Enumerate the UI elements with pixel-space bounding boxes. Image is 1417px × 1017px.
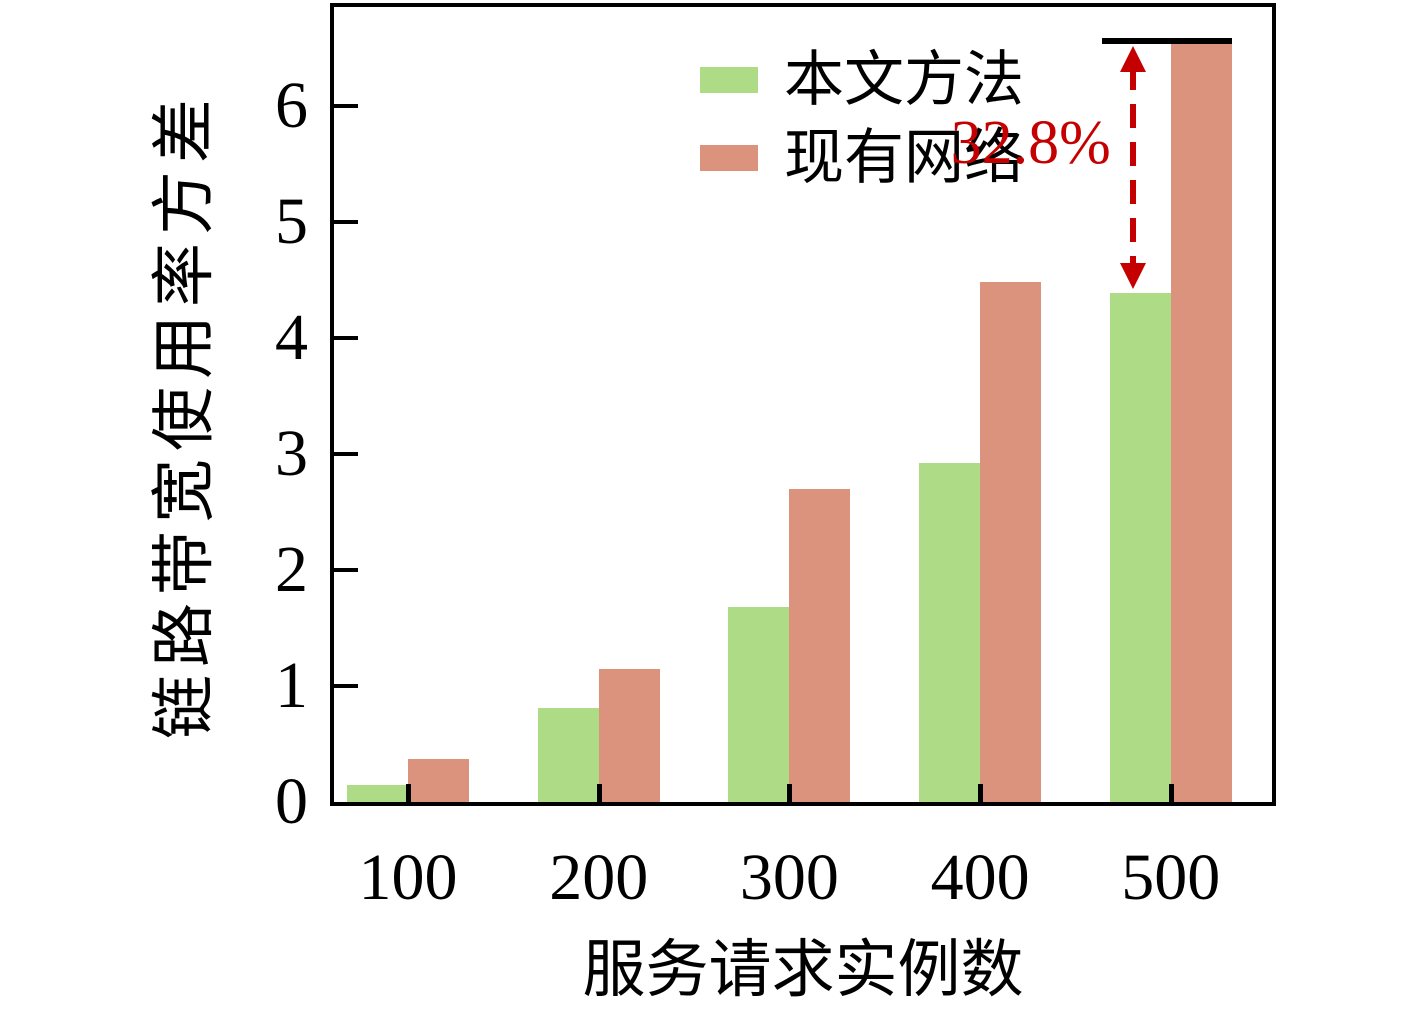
y-tick-6 [334, 103, 358, 108]
x-tick-100 [406, 784, 411, 802]
bar-series2-100 [408, 759, 469, 802]
annotation-arrow-line [1129, 65, 1136, 269]
annotation-percent-label: 32.8% [950, 109, 1111, 178]
y-tick-4 [334, 335, 358, 340]
y-tick-label-2: 2 [275, 532, 308, 606]
x-tick-300 [787, 784, 793, 802]
legend: 本文方法 现有网络 [700, 47, 1024, 203]
legend-swatch-green [700, 67, 758, 93]
bar-series1-100 [347, 785, 408, 802]
y-tick-label-1: 1 [275, 648, 308, 722]
bar-series1-300 [728, 607, 790, 802]
y-tick-label-6: 6 [275, 68, 308, 142]
annotation-arrow-head-down [1119, 262, 1146, 289]
legend-item-series-2: 现有网络 [700, 125, 1024, 191]
bar-series1-500 [1109, 293, 1171, 802]
bar-series2-400 [980, 282, 1042, 802]
plot-area: 本文方法 现有网络 32.8% [330, 3, 1276, 806]
y-tick-5 [334, 219, 358, 224]
legend-swatch-salmon [700, 145, 758, 171]
y-tick-label-5: 5 [275, 184, 308, 258]
x-axis-title: 服务请求实例数 [582, 935, 1024, 1005]
x-tick-label-400: 400 [930, 841, 1030, 914]
bar-series1-400 [919, 463, 981, 802]
x-tick-label-500: 500 [1121, 841, 1221, 914]
annotation-arrow-head-up [1119, 45, 1146, 72]
legend-label-series-1: 本文方法 [784, 47, 1024, 113]
y-tick-3 [334, 451, 358, 456]
legend-label-series-2: 现有网络 [784, 125, 1024, 191]
x-tick-200 [596, 784, 602, 802]
y-tick-label-4: 4 [275, 300, 308, 374]
bar-series2-500 [1170, 42, 1232, 802]
bar-series2-200 [598, 669, 660, 802]
legend-item-series-1: 本文方法 [700, 47, 1024, 113]
x-tick-400 [978, 784, 984, 802]
y-tick-2 [334, 567, 358, 572]
y-tick-label-3: 3 [275, 416, 308, 490]
annotation-cap-line [1101, 37, 1232, 44]
x-tick-label-200: 200 [549, 841, 649, 914]
x-tick-label-300: 300 [739, 841, 839, 914]
bar-series1-200 [537, 708, 599, 802]
y-tick-1 [334, 683, 358, 688]
y-tick-label-0: 0 [275, 765, 308, 838]
x-tick-500 [1168, 784, 1174, 802]
bar-series2-300 [789, 489, 851, 802]
x-tick-label-100: 100 [358, 841, 458, 914]
